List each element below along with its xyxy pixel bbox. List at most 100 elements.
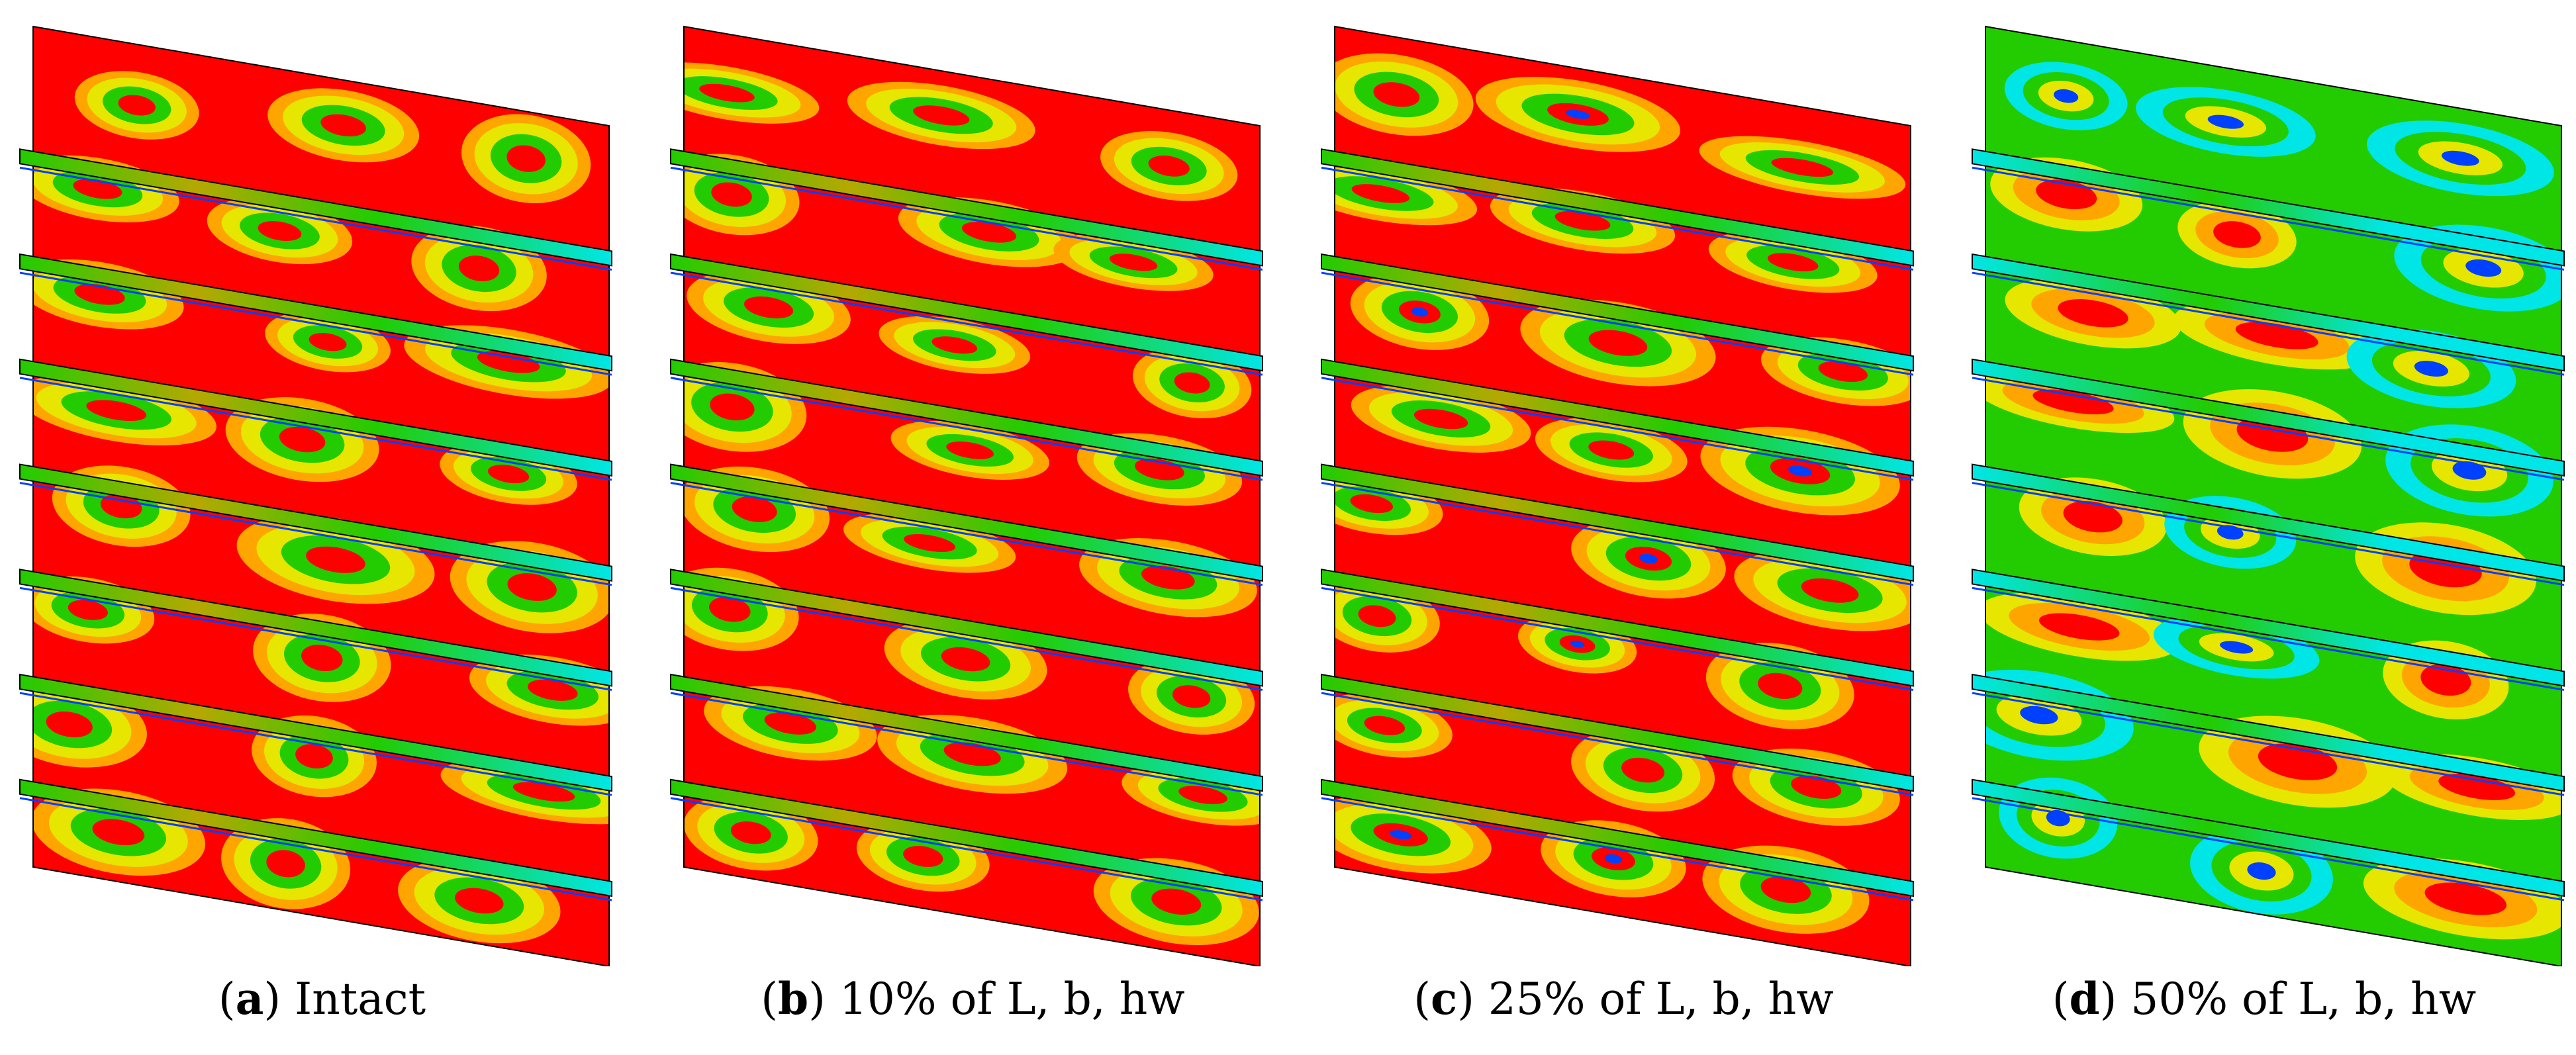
stiffener: [1321, 358, 1914, 481]
stiffener: [1321, 463, 1914, 586]
contour-ring: [458, 255, 500, 281]
stiffener-web: [670, 463, 1263, 582]
contour-ring: [1788, 465, 1813, 477]
contour-ring: [1801, 578, 1859, 603]
contour-ring: [941, 647, 990, 672]
contour-ring: [1604, 854, 1623, 864]
panel-a: (a) Intact: [0, 0, 644, 1055]
contour-ring: [1174, 372, 1210, 394]
stiffener: [1321, 673, 1914, 796]
stiffener-web: [670, 778, 1263, 897]
stiffener: [19, 673, 612, 796]
stiffener-web: [19, 148, 612, 267]
contour-ring: [961, 222, 1017, 243]
panel-b-label: 10% of L, b, hw: [839, 974, 1185, 1025]
contour-ring: [903, 846, 943, 867]
panel-d-letter: d: [2069, 973, 2100, 1025]
contour-ring: [2465, 259, 2502, 277]
stiffener: [670, 358, 1263, 481]
stiffener: [1321, 148, 1914, 271]
stiffener-web: [19, 463, 612, 582]
stiffener-web: [670, 569, 1263, 687]
contour-ring: [764, 712, 817, 735]
stiffener-web: [19, 569, 612, 687]
contour-ring: [1588, 440, 1635, 460]
stiffener-shadow-line: [1972, 377, 2565, 481]
panel-a-label: Intact: [295, 974, 426, 1025]
stiffener-web: [1321, 778, 1914, 897]
contour-ring: [118, 95, 156, 116]
stiffener-web: [19, 253, 612, 372]
contour-ring: [743, 296, 794, 319]
stiffener-web: [1972, 358, 2565, 477]
contour-ring: [2442, 150, 2479, 166]
stiffener-shadow-line: [19, 586, 612, 691]
stiffener-shadow-line: [670, 271, 1263, 376]
stiffener-shadow-line: [670, 166, 1263, 271]
panel-c-letter: c: [1431, 973, 1458, 1025]
contour-ring: [320, 114, 367, 137]
stiffener-shadow-line: [19, 166, 612, 271]
stiffener-shadow-line: [1321, 377, 1914, 481]
contour-field: [1985, 26, 2561, 966]
contour-ring: [1411, 307, 1428, 317]
panel-c-plate-model: [1321, 25, 1914, 966]
stiffener-shadow-line: [1321, 166, 1914, 271]
panel-b-plate-model: [670, 25, 1263, 966]
stiffener-web: [1972, 778, 2565, 897]
contour-ring: [506, 145, 546, 172]
stiffener-shadow-line: [670, 586, 1263, 691]
contour-ring: [2247, 862, 2276, 880]
contour-ring: [279, 426, 326, 453]
contour-ring: [1413, 408, 1468, 430]
stiffener-shadow-line: [1972, 166, 2565, 271]
contour-ring: [1621, 757, 1665, 783]
contour-ring: [1570, 640, 1585, 648]
contour-ring: [301, 644, 343, 671]
contour-ring: [306, 546, 365, 573]
stiffener-web: [1321, 569, 1914, 687]
panel-d-label: 50% of L, b, hw: [2130, 974, 2477, 1025]
stiffener-shadow-line: [670, 692, 1263, 796]
contour-ring: [2038, 613, 2120, 641]
stiffener-shadow-line: [1972, 692, 2565, 796]
stiffener-web: [1321, 253, 1914, 372]
stiffener-shadow-line: [670, 797, 1263, 901]
stiffener-shadow-line: [19, 377, 612, 481]
panel-b: (b) 10% of L, b, hw: [651, 0, 1295, 1055]
stiffener-shadow-line: [1321, 797, 1914, 901]
stiffener-web: [1972, 673, 2565, 792]
contour-ring: [487, 465, 530, 484]
stiffener-shadow-line: [1972, 271, 2565, 376]
contour-ring: [2207, 115, 2244, 129]
contour-ring: [1350, 494, 1394, 514]
contour-ring: [1172, 685, 1211, 708]
contour-ring: [709, 596, 751, 622]
contour-ring: [904, 534, 956, 552]
stiffener: [19, 463, 612, 586]
stiffener-web: [19, 358, 612, 477]
contour-ring: [1358, 605, 1396, 627]
stiffener-web: [1321, 358, 1914, 477]
contour-ring: [1151, 888, 1202, 915]
stiffener-shadow-line: [1321, 271, 1914, 376]
contour-ring: [295, 744, 333, 769]
contour-ring: [1373, 82, 1420, 107]
contour-ring: [2213, 221, 2261, 248]
contour-ring: [92, 819, 145, 846]
contour-ring: [946, 441, 994, 459]
stiffener-shadow-line: [19, 797, 612, 901]
stiffener: [19, 778, 612, 901]
stiffener-shadow-line: [1972, 797, 2565, 901]
stiffener: [1972, 673, 2565, 796]
stiffener: [1972, 463, 2565, 586]
contour-ring: [931, 336, 978, 354]
contour-ring: [1588, 330, 1648, 356]
contour-ring: [1818, 361, 1868, 383]
contour-ring: [1760, 876, 1811, 903]
stiffener: [19, 148, 612, 271]
stiffener-shadow-line: [670, 482, 1263, 586]
stiffener: [670, 463, 1263, 586]
contour-ring: [309, 332, 347, 351]
panel-d-plate-model: [1972, 25, 2565, 966]
